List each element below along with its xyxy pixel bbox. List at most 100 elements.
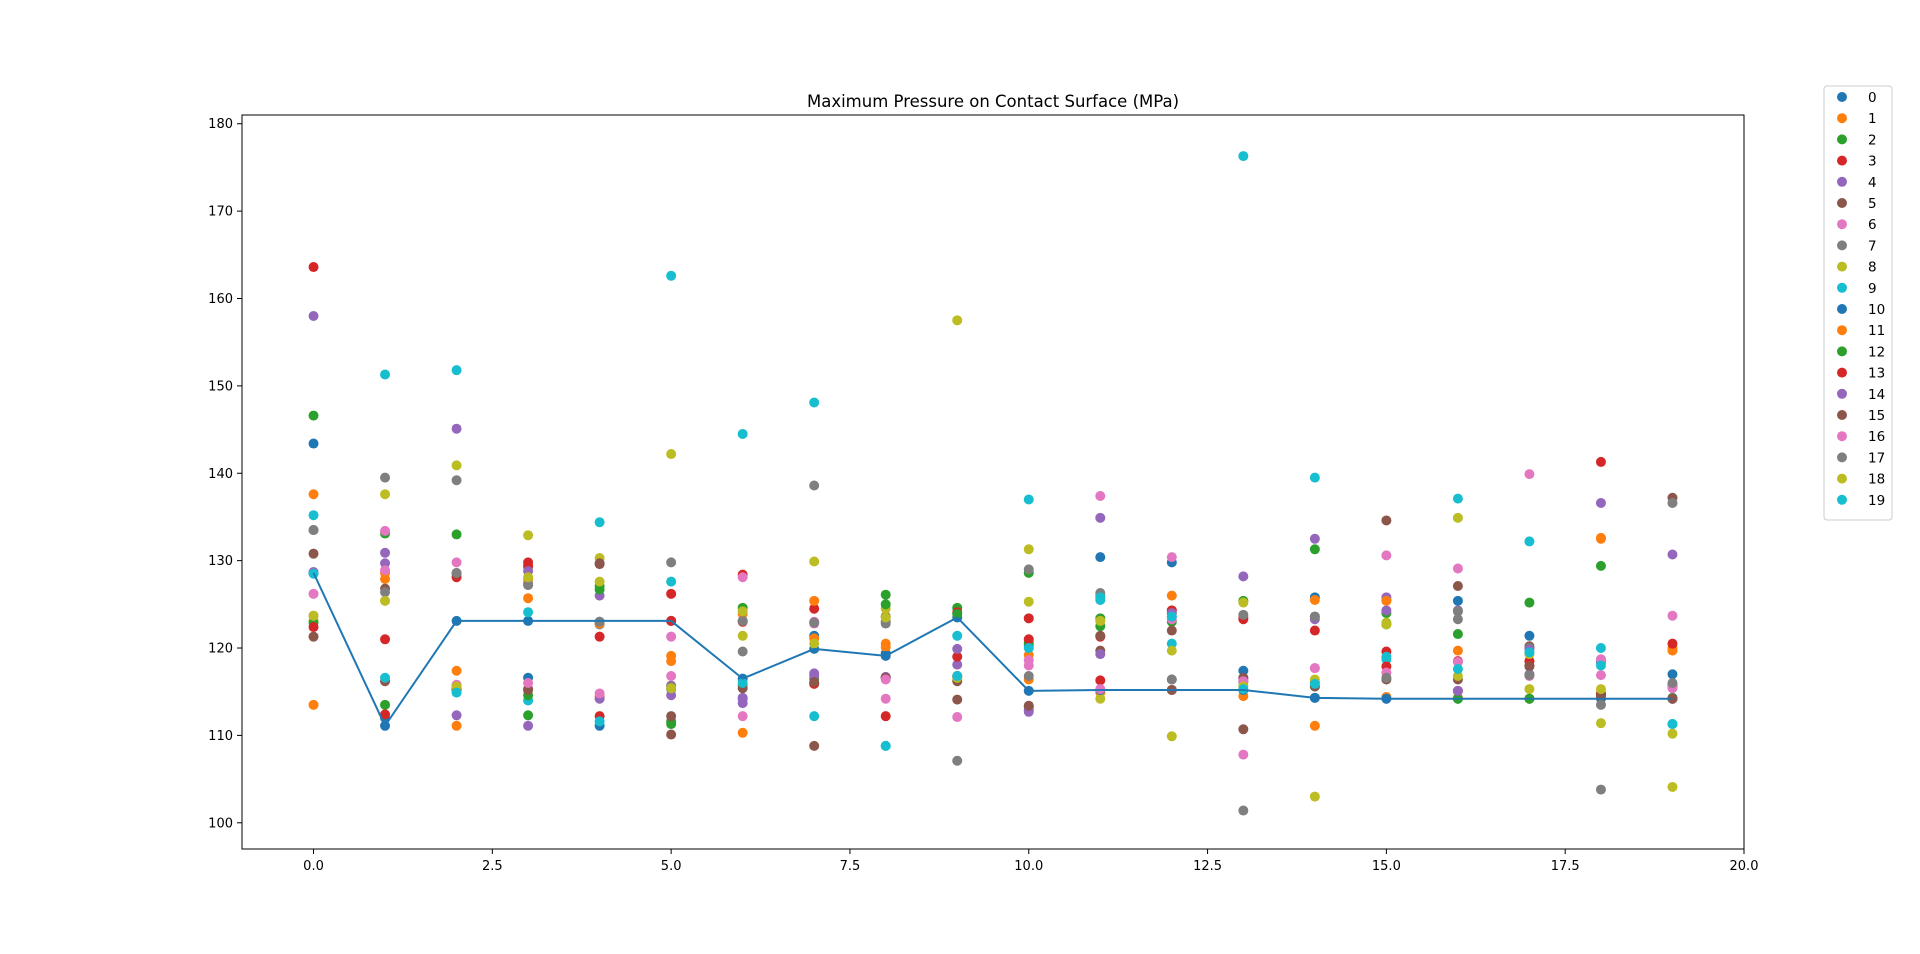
legend-label: 3 [1868, 154, 1877, 170]
data-point [666, 576, 677, 587]
data-point [1667, 669, 1678, 680]
data-point [952, 651, 963, 662]
data-point [666, 683, 677, 694]
data-point [380, 558, 391, 569]
data-point [737, 615, 748, 626]
data-point [1524, 469, 1535, 480]
data-point [809, 617, 820, 628]
data-point [666, 711, 677, 722]
legend-marker [1837, 494, 1847, 505]
legend-marker [1837, 367, 1847, 378]
data-point [594, 558, 605, 569]
data-point [880, 589, 891, 600]
legend-label: 0 [1868, 90, 1877, 106]
data-point [737, 711, 748, 722]
data-point [666, 650, 677, 661]
data-point [1524, 536, 1535, 547]
legend-marker [1837, 113, 1847, 124]
data-point [1238, 571, 1249, 582]
data-point [809, 556, 820, 567]
data-point [1238, 724, 1249, 735]
data-point [952, 712, 963, 723]
data-point [1667, 719, 1678, 730]
data-point [809, 711, 820, 722]
data-point [1023, 494, 1034, 505]
data-point [809, 397, 820, 408]
data-point [1381, 619, 1392, 630]
data-point [737, 677, 748, 688]
data-point [1595, 456, 1606, 467]
data-point [1095, 490, 1106, 501]
series-18-points [308, 572, 1678, 739]
data-point [594, 716, 605, 727]
data-point [1667, 497, 1678, 508]
legend-marker [1837, 304, 1847, 314]
data-point [451, 567, 462, 578]
data-point [1238, 749, 1249, 760]
data-point [1452, 606, 1463, 617]
data-point [737, 572, 748, 583]
data-point [666, 690, 677, 701]
data-point [1595, 784, 1606, 795]
data-point [1095, 552, 1106, 563]
data-point [952, 643, 963, 654]
data-point [952, 670, 963, 681]
y-tick-label: 100 [208, 816, 233, 831]
chart-title: Maximum Pressure on Contact Surface (MPa… [807, 92, 1179, 111]
data-point [451, 423, 462, 434]
y-tick-label: 130 [208, 554, 233, 569]
data-point [451, 529, 462, 540]
data-point [1595, 643, 1606, 654]
data-point [1595, 497, 1606, 508]
x-axis: 0.0 2.5 5.0 7.5 10.0 12.5 15.0 17.5 20.0 [303, 849, 1758, 874]
legend-label: 10 [1868, 302, 1885, 318]
data-point [594, 584, 605, 595]
data-point [737, 692, 748, 703]
data-point [523, 572, 534, 583]
data-point [1309, 720, 1320, 731]
data-point [1309, 594, 1320, 605]
data-point [1667, 638, 1678, 649]
data-point [1166, 552, 1177, 563]
data-point [952, 630, 963, 641]
legend-label: 15 [1868, 408, 1885, 424]
data-point [809, 595, 820, 606]
data-point [380, 565, 391, 576]
data-point [809, 603, 820, 614]
data-point [1023, 643, 1034, 654]
data-point [880, 638, 891, 649]
data-point [1238, 665, 1249, 676]
data-point [880, 740, 891, 751]
data-point [451, 687, 462, 698]
data-point [523, 530, 534, 541]
data-point [523, 710, 534, 721]
data-point [1667, 549, 1678, 560]
data-point [1667, 677, 1678, 688]
y-tick-label: 170 [208, 205, 233, 220]
data-point [1452, 670, 1463, 681]
data-point [737, 630, 748, 641]
data-point [308, 525, 319, 536]
legend-marker [1837, 261, 1847, 272]
legend-label: 6 [1868, 217, 1877, 233]
data-point [1023, 670, 1034, 681]
data-point [1095, 649, 1106, 660]
data-point [1023, 655, 1034, 666]
data-point [308, 622, 319, 633]
data-point [308, 410, 319, 421]
data-point [1166, 674, 1177, 685]
data-point [1452, 657, 1463, 668]
legend-marker [1837, 176, 1847, 187]
data-point [880, 612, 891, 623]
y-tick-label: 140 [208, 467, 233, 482]
data-point [666, 449, 677, 460]
legend-marker [1837, 473, 1847, 484]
data-point [380, 634, 391, 645]
data-point [1095, 693, 1106, 704]
series-points [308, 151, 1678, 816]
data-point [737, 646, 748, 657]
legend-marker [1837, 155, 1847, 166]
data-point [1381, 550, 1392, 561]
